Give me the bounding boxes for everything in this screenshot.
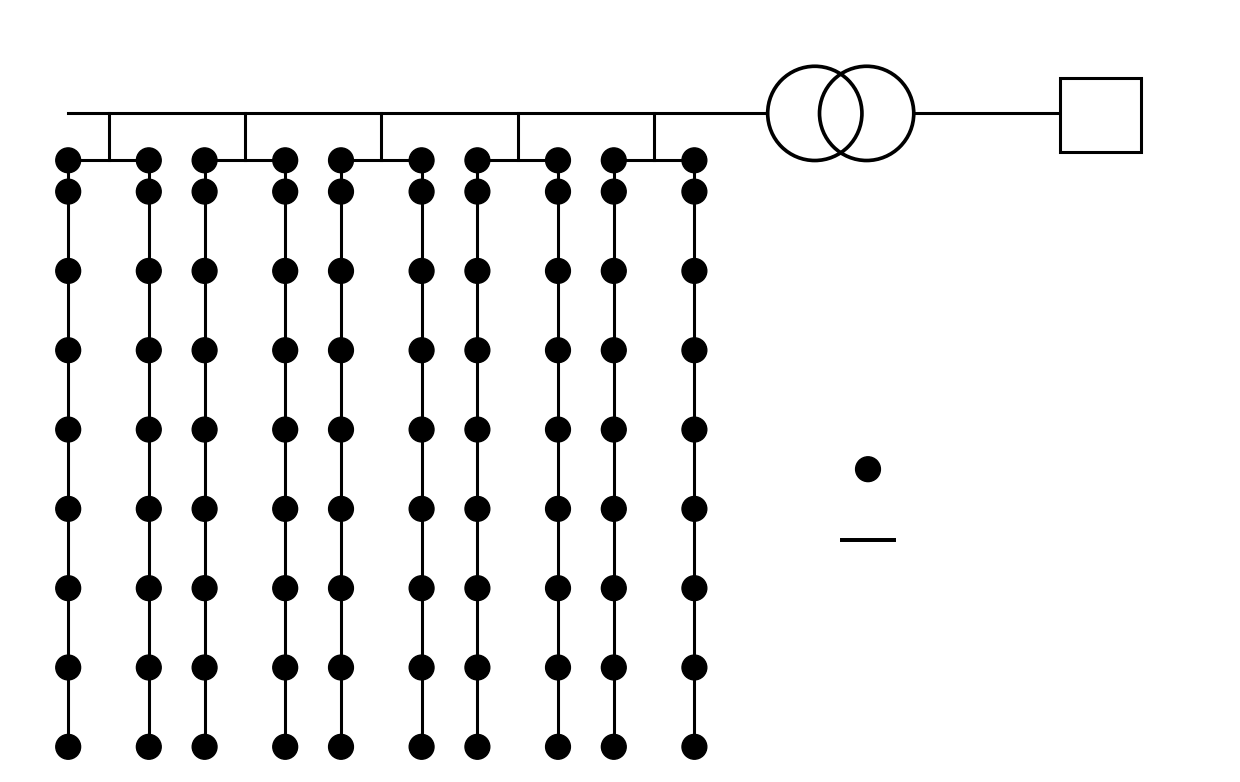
Ellipse shape — [273, 576, 298, 601]
Ellipse shape — [546, 497, 570, 522]
Ellipse shape — [136, 179, 161, 204]
Ellipse shape — [409, 497, 434, 522]
Ellipse shape — [192, 179, 217, 204]
Ellipse shape — [601, 576, 626, 601]
Ellipse shape — [465, 338, 490, 363]
Ellipse shape — [136, 417, 161, 442]
Ellipse shape — [465, 576, 490, 601]
Ellipse shape — [192, 655, 217, 680]
Ellipse shape — [136, 497, 161, 522]
Ellipse shape — [273, 734, 298, 759]
Ellipse shape — [546, 734, 570, 759]
Ellipse shape — [601, 655, 626, 680]
Ellipse shape — [192, 497, 217, 522]
Ellipse shape — [601, 417, 626, 442]
Ellipse shape — [682, 148, 707, 173]
Ellipse shape — [465, 497, 490, 522]
Ellipse shape — [56, 734, 81, 759]
Ellipse shape — [329, 417, 353, 442]
Ellipse shape — [601, 734, 626, 759]
Ellipse shape — [601, 259, 626, 283]
Ellipse shape — [682, 497, 707, 522]
Ellipse shape — [136, 655, 161, 680]
Ellipse shape — [329, 734, 353, 759]
Ellipse shape — [273, 179, 298, 204]
Ellipse shape — [409, 179, 434, 204]
Ellipse shape — [465, 655, 490, 680]
Ellipse shape — [409, 148, 434, 173]
Ellipse shape — [329, 148, 353, 173]
Ellipse shape — [56, 417, 81, 442]
Ellipse shape — [601, 179, 626, 204]
Ellipse shape — [56, 497, 81, 522]
Ellipse shape — [682, 259, 707, 283]
Ellipse shape — [682, 417, 707, 442]
Ellipse shape — [856, 457, 880, 482]
Ellipse shape — [192, 576, 217, 601]
Ellipse shape — [56, 148, 81, 173]
Ellipse shape — [768, 66, 862, 160]
Ellipse shape — [682, 338, 707, 363]
Ellipse shape — [329, 576, 353, 601]
Ellipse shape — [192, 338, 217, 363]
Ellipse shape — [409, 259, 434, 283]
Ellipse shape — [465, 417, 490, 442]
Ellipse shape — [136, 148, 161, 173]
Ellipse shape — [273, 655, 298, 680]
Ellipse shape — [56, 655, 81, 680]
Ellipse shape — [682, 734, 707, 759]
Ellipse shape — [329, 655, 353, 680]
Ellipse shape — [465, 179, 490, 204]
Ellipse shape — [465, 148, 490, 173]
Bar — [1060, 78, 1141, 152]
Ellipse shape — [273, 338, 298, 363]
Ellipse shape — [273, 417, 298, 442]
Ellipse shape — [409, 338, 434, 363]
Ellipse shape — [409, 576, 434, 601]
Ellipse shape — [409, 734, 434, 759]
Ellipse shape — [465, 259, 490, 283]
Ellipse shape — [56, 259, 81, 283]
Ellipse shape — [56, 338, 81, 363]
Ellipse shape — [136, 259, 161, 283]
Ellipse shape — [601, 497, 626, 522]
Ellipse shape — [273, 148, 298, 173]
Ellipse shape — [56, 179, 81, 204]
Ellipse shape — [329, 338, 353, 363]
Ellipse shape — [546, 338, 570, 363]
Ellipse shape — [273, 259, 298, 283]
Ellipse shape — [192, 734, 217, 759]
Ellipse shape — [409, 417, 434, 442]
Ellipse shape — [682, 179, 707, 204]
Ellipse shape — [329, 259, 353, 283]
Ellipse shape — [136, 576, 161, 601]
Ellipse shape — [601, 148, 626, 173]
Ellipse shape — [273, 497, 298, 522]
Ellipse shape — [329, 497, 353, 522]
Ellipse shape — [192, 148, 217, 173]
Ellipse shape — [136, 338, 161, 363]
Ellipse shape — [409, 655, 434, 680]
Ellipse shape — [546, 417, 570, 442]
Ellipse shape — [136, 734, 161, 759]
Ellipse shape — [682, 655, 707, 680]
Ellipse shape — [820, 66, 914, 160]
Ellipse shape — [329, 179, 353, 204]
Ellipse shape — [465, 734, 490, 759]
Ellipse shape — [56, 576, 81, 601]
Ellipse shape — [546, 148, 570, 173]
Ellipse shape — [546, 179, 570, 204]
Ellipse shape — [601, 338, 626, 363]
Ellipse shape — [192, 417, 217, 442]
Ellipse shape — [546, 576, 570, 601]
Ellipse shape — [682, 576, 707, 601]
Ellipse shape — [192, 259, 217, 283]
Ellipse shape — [546, 655, 570, 680]
Ellipse shape — [546, 259, 570, 283]
